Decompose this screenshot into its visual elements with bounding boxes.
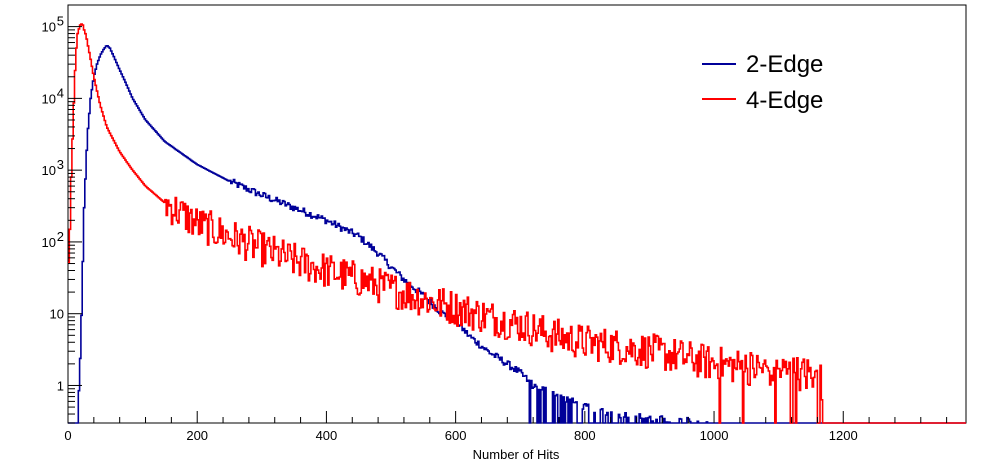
series-line-2-edge: [68, 45, 966, 424]
x-tick-label: 800: [574, 428, 596, 443]
legend: 2-Edge 4-Edge: [702, 51, 823, 114]
x-tick-label: 1200: [829, 428, 858, 443]
x-tick-label: 0: [64, 428, 71, 443]
y-tick-label: 10: [42, 20, 56, 35]
x-tick-label: 1000: [700, 428, 729, 443]
x-tick-label: 200: [186, 428, 208, 443]
y-tick-exponent: 3: [57, 157, 64, 172]
y-tick-exponent: 4: [57, 85, 64, 100]
plot-frame: [67, 4, 967, 424]
legend-label-4-edge: 4-Edge: [746, 87, 823, 114]
series-line-4-edge: [68, 23, 966, 424]
y-tick-label: 10: [42, 235, 56, 250]
x-tick-label: 600: [445, 428, 467, 443]
y-tick-label: 10: [42, 91, 56, 106]
y-tick-label: 1: [57, 378, 64, 393]
series-layer: [68, 23, 966, 424]
x-axis-title: Number of Hits: [473, 447, 560, 462]
x-tick-label: 400: [316, 428, 338, 443]
y-tick-exponent: 5: [57, 14, 64, 29]
y-tick-exponent: 2: [57, 229, 64, 244]
y-tick-label: 10: [50, 307, 64, 322]
legend-label-2-edge: 2-Edge: [746, 51, 823, 78]
y-tick-label: 10: [42, 163, 56, 178]
